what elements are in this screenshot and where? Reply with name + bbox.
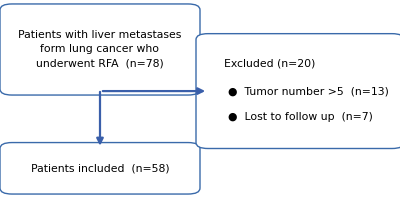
FancyBboxPatch shape [196,34,400,148]
Text: Patients with liver metastases
form lung cancer who
underwent RFA  (n=78): Patients with liver metastases form lung… [18,30,182,69]
Text: ●  Tumor number >5  (n=13): ● Tumor number >5 (n=13) [228,86,389,96]
FancyBboxPatch shape [0,143,200,194]
FancyBboxPatch shape [0,4,200,95]
Text: Excluded (n=20): Excluded (n=20) [224,58,315,68]
Text: ●  Lost to follow up  (n=7): ● Lost to follow up (n=7) [228,112,373,122]
Text: Patients included  (n=58): Patients included (n=58) [31,163,169,173]
